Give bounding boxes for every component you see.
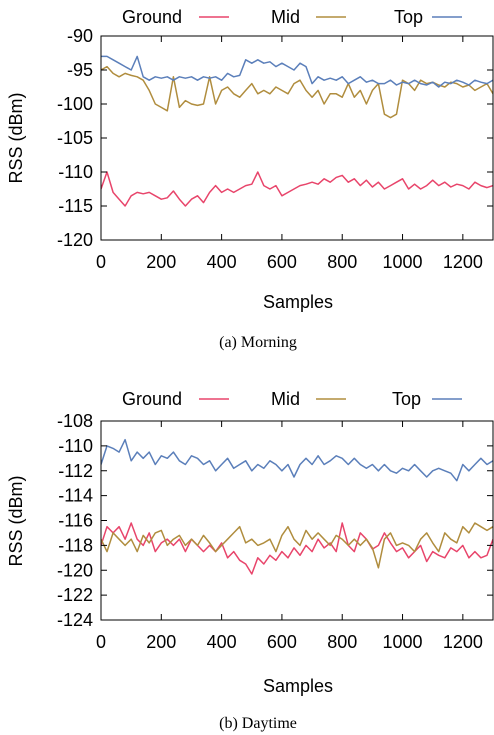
plot-frame bbox=[100, 420, 494, 621]
y-tick-label: -108 bbox=[57, 411, 93, 431]
y-tick-label: -105 bbox=[57, 128, 93, 148]
legend-label-ground: Ground bbox=[122, 389, 182, 409]
series-line-top bbox=[101, 55, 493, 88]
legend: Ground Mid Top bbox=[122, 7, 462, 27]
y-axis-label: RSS (dBm) bbox=[6, 92, 26, 183]
series-line-mid bbox=[101, 522, 493, 569]
y-tick-label: -100 bbox=[57, 94, 93, 114]
y-axis-label: RSS (dBm) bbox=[6, 475, 26, 566]
y-tick-label: -122 bbox=[57, 585, 93, 605]
y-tick-label: -118 bbox=[58, 535, 93, 555]
y-tick-label: -114 bbox=[58, 486, 93, 506]
chart-daytime: Ground Mid Top -108-110-112-114-116-118-… bbox=[6, 389, 494, 732]
plot-area: -90 -95 -100 -105 -110 -115 -1200 200 400 600 800 1… bbox=[57, 26, 494, 272]
legend: Ground Mid Top bbox=[122, 389, 462, 409]
legend-label-mid: Mid bbox=[271, 389, 300, 409]
y-tick-label: -120 bbox=[57, 230, 93, 250]
legend-label-top: Top bbox=[394, 7, 423, 27]
series-line-top bbox=[101, 438, 493, 482]
x-tick-label: 400 bbox=[207, 252, 237, 272]
x-tick-label: 200 bbox=[146, 252, 176, 272]
y-tick-label: -90 bbox=[67, 26, 93, 46]
x-tick-label: 200 bbox=[146, 632, 176, 652]
x-tick-label: 1200 bbox=[443, 632, 483, 652]
x-tick-label: 0 bbox=[96, 632, 106, 652]
legend-label-top: Top bbox=[392, 389, 421, 409]
x-tick-label: 1200 bbox=[443, 252, 483, 272]
x-tick-label: 400 bbox=[207, 632, 237, 652]
x-tick-label: 600 bbox=[267, 632, 297, 652]
y-tick-label: -115 bbox=[58, 196, 93, 216]
chart-morning: Ground Mid Top -90 -95 -100 -105 -110 -115 -12… bbox=[6, 7, 494, 351]
y-tick-label: -110 bbox=[58, 436, 93, 456]
x-tick-label: 800 bbox=[327, 632, 357, 652]
x-tick-label: 600 bbox=[267, 252, 297, 272]
series-line-ground bbox=[101, 522, 493, 575]
x-tick-label: 0 bbox=[96, 252, 106, 272]
legend-label-ground: Ground bbox=[122, 7, 182, 27]
x-tick-label: 800 bbox=[327, 252, 357, 272]
y-tick-label: -95 bbox=[67, 60, 93, 80]
series-line-ground bbox=[101, 171, 493, 207]
y-tick-label: -124 bbox=[57, 610, 93, 630]
x-axis-label: Samples bbox=[263, 292, 333, 312]
x-axis-label: Samples bbox=[263, 676, 333, 696]
x-tick-label: 1000 bbox=[383, 632, 423, 652]
y-tick-label: -110 bbox=[58, 162, 93, 182]
legend-label-mid: Mid bbox=[271, 7, 300, 27]
series-line-mid bbox=[101, 65, 493, 119]
y-tick-label: -112 bbox=[58, 461, 93, 481]
caption: (a) Morning bbox=[219, 334, 297, 351]
caption: (b) Daytime bbox=[219, 715, 297, 732]
y-tick-label: -120 bbox=[57, 560, 93, 580]
x-tick-label: 1000 bbox=[383, 252, 423, 272]
y-tick-label: -116 bbox=[58, 511, 93, 531]
